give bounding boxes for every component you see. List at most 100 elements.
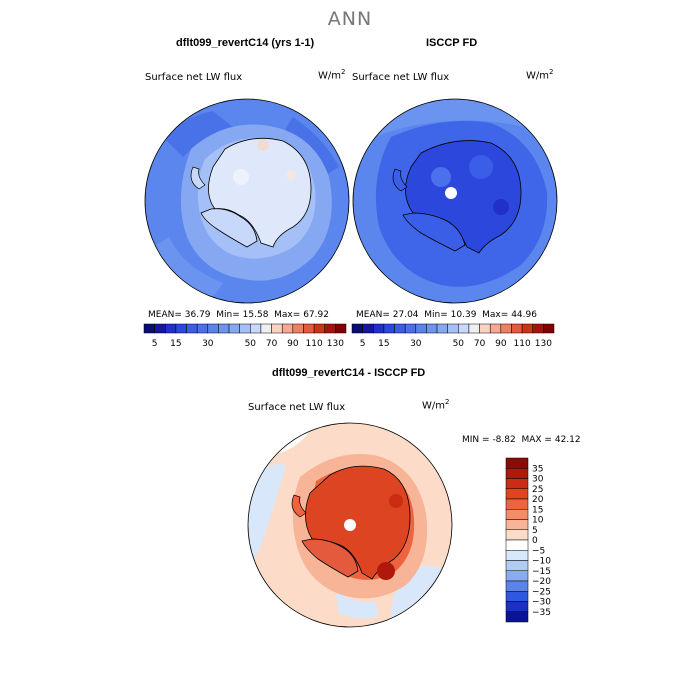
panel-3-peninsula xyxy=(291,494,307,518)
colorbar-swatch xyxy=(543,323,555,334)
colorbar-tick-label: −20 xyxy=(532,577,551,587)
colorbar-swatch xyxy=(218,323,230,334)
panel-3-hot-patch xyxy=(389,494,403,508)
colorbar-tick-label: 5 xyxy=(532,526,538,536)
panel-1-colorbar: 5 15 30 50 70 90 110 130 xyxy=(143,323,347,349)
colorbar-swatch xyxy=(505,529,529,541)
panel-3-min-label: MIN = xyxy=(462,435,490,445)
panel-2-patch xyxy=(469,155,493,179)
panel-2-pole-mask xyxy=(445,187,457,199)
panel-2-max: 44.96 xyxy=(511,310,537,320)
colorbar-tick-label: 70 xyxy=(474,339,486,349)
colorbar-swatch xyxy=(505,498,529,510)
panel-2-mean-label: MEAN= xyxy=(356,310,390,320)
panel-3-map xyxy=(247,422,453,628)
colorbar-swatch xyxy=(303,323,315,334)
panel-1-units: W/m2 xyxy=(318,68,345,81)
colorbar-swatch xyxy=(500,323,512,334)
panel-2-units-base: W/m xyxy=(526,70,549,82)
panel-2-antarctica-west xyxy=(402,212,466,252)
colorbar-swatch xyxy=(383,323,395,334)
colorbar-swatch xyxy=(404,323,417,334)
panel-3-units-base: W/m xyxy=(422,400,445,412)
panel-3-stats: MIN = -8.82 MAX = 42.12 xyxy=(462,435,581,445)
colorbar-swatch xyxy=(186,323,198,334)
colorbar-swatch xyxy=(505,560,529,571)
colorbar-swatch xyxy=(521,323,533,334)
colorbar-tick-label: 110 xyxy=(306,339,323,349)
colorbar-swatch xyxy=(505,550,529,561)
colorbar-swatch xyxy=(505,601,529,612)
colorbar-swatch xyxy=(271,323,283,334)
colorbar-swatch xyxy=(143,323,155,334)
colorbar-tick-label: 130 xyxy=(327,339,344,349)
colorbar-swatch xyxy=(351,323,363,334)
colorbar-tick-label: 10 xyxy=(532,516,544,526)
panel-2-units-exp: 2 xyxy=(549,68,554,76)
colorbar-swatch xyxy=(505,519,529,530)
colorbar-swatch xyxy=(426,323,438,334)
colorbar-tick-label: 30 xyxy=(202,339,214,349)
panel-1-min: 15.58 xyxy=(242,310,269,320)
panel-3-min: -8.82 xyxy=(492,435,516,445)
colorbar-swatch xyxy=(505,591,529,602)
colorbar-tick-label: 30 xyxy=(532,475,544,485)
colorbar-swatch xyxy=(165,323,177,334)
colorbar-tick-label: 90 xyxy=(495,339,507,349)
colorbar-swatch xyxy=(505,478,529,489)
colorbar-tick-label: 25 xyxy=(532,485,543,495)
colorbar-tick-label: −10 xyxy=(532,557,551,567)
colorbar-tick-label: −25 xyxy=(532,587,551,597)
panel-3-max: 42.12 xyxy=(554,435,581,445)
colorbar-swatch xyxy=(324,323,336,334)
colorbar-swatch xyxy=(505,457,529,469)
colorbar-swatch xyxy=(415,323,427,334)
panel-1-max-label: Max= xyxy=(274,310,301,320)
panel-3-subtitle: Surface net LW flux xyxy=(248,402,346,413)
colorbar-swatch xyxy=(532,323,544,334)
colorbar-swatch xyxy=(239,323,251,334)
colorbar-swatch xyxy=(373,323,385,334)
panel-1-ocean-patch xyxy=(153,237,223,297)
colorbar-tick-label: 50 xyxy=(245,339,257,349)
colorbar-tick-label: 35 xyxy=(532,464,543,474)
panel-2-map-border xyxy=(352,98,558,304)
colorbar-tick-label: 0 xyxy=(532,536,538,546)
colorbar-swatch xyxy=(362,323,374,334)
panel-1-min-label: Min= xyxy=(216,310,240,320)
colorbar-swatch xyxy=(505,570,529,582)
panel-2-stats: MEAN= 27.04 Min= 10.39 Max= 44.96 xyxy=(356,310,537,320)
colorbar-tick-label: 110 xyxy=(514,339,531,349)
colorbar-swatch xyxy=(394,323,406,334)
colorbar-tick-label: −30 xyxy=(532,598,551,608)
colorbar-swatch xyxy=(335,323,347,334)
colorbar-tick-label: 15 xyxy=(170,339,181,349)
colorbar-swatch xyxy=(505,509,529,520)
panel-1-map xyxy=(144,98,350,304)
colorbar-swatch xyxy=(154,323,166,334)
colorbar-swatch xyxy=(281,323,294,334)
panel-2-peninsula xyxy=(392,168,408,192)
panel-1-mean: 36.79 xyxy=(184,310,211,320)
panel-1-max: 67.92 xyxy=(303,310,329,320)
colorbar-tick-label: −5 xyxy=(532,546,545,556)
panel-1-warm-patch xyxy=(257,139,269,151)
panel-3-units: W/m2 xyxy=(422,398,449,411)
colorbar-tick-label: −15 xyxy=(532,567,551,577)
panel-3-units-exp: 2 xyxy=(445,398,450,406)
main-title: ANN xyxy=(327,8,373,30)
colorbar-swatch xyxy=(505,488,529,500)
colorbar-swatch xyxy=(313,323,325,334)
panel-1-map-border xyxy=(144,98,350,304)
panel-3-max-label: MAX = xyxy=(521,435,552,445)
colorbar-swatch xyxy=(175,323,187,334)
colorbar-swatch xyxy=(505,580,529,592)
colorbar-swatch xyxy=(447,323,459,334)
panel-1-stats: MEAN= 36.79 Min= 15.58 Max= 67.92 xyxy=(148,310,329,320)
panel-2-units: W/m2 xyxy=(526,68,553,81)
panel-1-units-base: W/m xyxy=(318,70,341,82)
colorbar-tick-label: 70 xyxy=(266,339,278,349)
panel-3-title: dflt099_revertC14 - ISCCP FD xyxy=(272,367,426,379)
colorbar-tick-label: 50 xyxy=(453,339,465,349)
